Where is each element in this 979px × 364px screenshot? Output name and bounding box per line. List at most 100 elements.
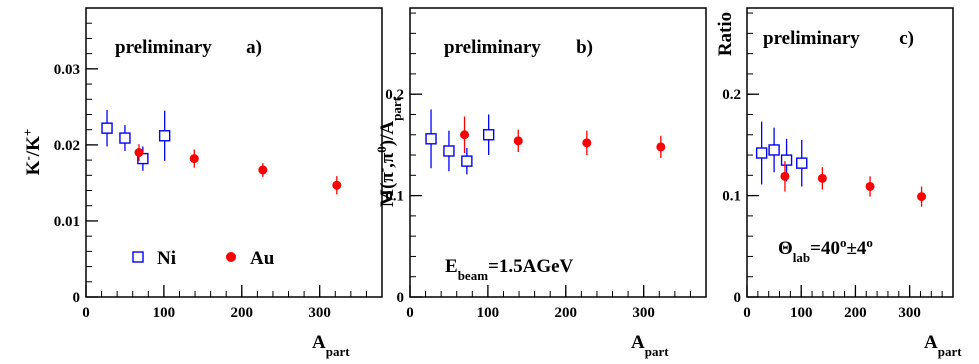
- condition-label-part: lab: [793, 250, 810, 265]
- x-tick-label: 200: [555, 305, 578, 321]
- data-point-au: [656, 142, 666, 152]
- y-tick-label: 0: [73, 290, 81, 306]
- y-tick-label: 0.2: [722, 87, 741, 103]
- x-tick-label: 300: [898, 305, 921, 321]
- y-axis-label-part: -: [374, 168, 389, 172]
- y-axis-label-part: M(: [377, 183, 398, 207]
- x-axis-label-part: part: [645, 344, 670, 359]
- condition-label-part: Θ: [778, 238, 793, 259]
- plot-frame: [409, 7, 707, 298]
- x-tick-label: 0: [82, 305, 90, 321]
- data-point-au: [917, 192, 927, 202]
- y-axis-label: Ratio: [715, 12, 736, 56]
- y-axis-label-part: Ratio: [715, 12, 736, 56]
- y-axis-label-part: +: [20, 129, 35, 136]
- plot-frame: [746, 7, 954, 298]
- condition-label-part: o: [866, 235, 873, 250]
- y-tick-label: 0.01: [54, 214, 80, 230]
- preliminary-label: preliminary: [444, 37, 541, 58]
- x-axis-label-part: part: [326, 344, 351, 359]
- condition-label-part: =1.5AGeV: [488, 256, 574, 277]
- y-axis-label: M(π-,π0)/Apart: [374, 96, 404, 207]
- y-axis-label-part: K: [23, 160, 44, 175]
- chart-panel-1: 0 0.01 0.02 0.03 0 100 200 300 Apart K-/K+ prelimi…: [20, 7, 383, 359]
- x-axis-label: Apart: [924, 332, 962, 359]
- data-point-ni: [461, 155, 473, 167]
- data-point-ni: [101, 122, 113, 134]
- preliminary-label: preliminary: [763, 28, 860, 49]
- panel-label: c): [899, 28, 914, 49]
- y-tick-label: 0.2: [385, 87, 404, 103]
- y-axis-label: K-/K+: [20, 129, 45, 176]
- x-tick-label: 0: [743, 305, 751, 321]
- data-point-ni: [443, 145, 455, 157]
- data-point-ni: [796, 157, 808, 169]
- data-point-au: [513, 136, 523, 146]
- panel-label: a): [246, 37, 262, 58]
- y-axis-label-part: ,: [377, 163, 398, 168]
- y-tick-label: 0: [734, 290, 742, 306]
- x-tick-label: 100: [153, 305, 176, 321]
- x-axis-label-part: A: [631, 332, 645, 353]
- data-point-ni: [780, 154, 793, 166]
- panel-label: b): [576, 37, 593, 58]
- y-axis-label-part: part: [389, 96, 404, 121]
- legend-label-ni: Ni: [157, 248, 176, 269]
- condition-label-part: ±4: [846, 238, 866, 259]
- plot-frame: [85, 7, 383, 298]
- legend-marker-ni: [132, 251, 144, 263]
- data-point-au: [780, 171, 790, 181]
- series-au: [460, 116, 666, 159]
- data-point-au: [817, 173, 827, 183]
- data-point-au: [134, 148, 144, 157]
- data-point-ni: [425, 133, 437, 145]
- data-point-ni: [482, 129, 495, 141]
- data-point-ni: [158, 130, 171, 142]
- y-tick-label: 0.1: [385, 189, 404, 205]
- y-axis-label-part: π: [377, 172, 398, 183]
- y-tick-label: 0: [397, 290, 405, 306]
- condition-label-part: =40: [810, 238, 840, 259]
- y-axis-label-part: 0: [374, 146, 389, 153]
- x-axis-label-part: part: [938, 344, 963, 359]
- series-ni: [425, 109, 495, 175]
- data-point-au: [258, 165, 268, 175]
- legend-label-au: Au: [250, 248, 275, 269]
- condition-label-part: E: [445, 256, 458, 277]
- data-point-ni: [755, 147, 768, 159]
- legend-marker-au: [226, 252, 236, 262]
- x-axis-label: Apart: [312, 332, 350, 359]
- y-tick-label: 0.1: [722, 189, 741, 205]
- x-tick-label: 200: [231, 305, 254, 321]
- data-point-ni: [768, 144, 780, 156]
- y-axis-label-part: -: [20, 156, 35, 160]
- x-axis-label-part: A: [312, 332, 326, 353]
- x-tick-label: 100: [790, 305, 813, 321]
- preliminary-label: preliminary: [115, 37, 212, 58]
- y-tick-label: 0.02: [54, 138, 80, 154]
- data-point-au: [460, 130, 470, 140]
- x-tick-label: 300: [632, 305, 655, 321]
- data-point-ni: [119, 132, 131, 144]
- x-tick-label: 200: [844, 305, 867, 321]
- data-point-au: [189, 154, 199, 164]
- condition-label: Θlab=40o±4o: [778, 235, 873, 265]
- data-point-au: [332, 180, 342, 190]
- condition-label: Ebeam=1.5AGeV: [445, 256, 574, 283]
- x-tick-label: 100: [477, 305, 500, 321]
- data-point-au: [582, 138, 592, 148]
- x-axis-label-part: A: [924, 332, 938, 353]
- y-axis-label-part: π: [377, 152, 398, 163]
- x-tick-label: 0: [406, 305, 414, 321]
- chart-panel-2: 00.10.20 100 200 300ApartM(π-,π0)/Apartprel…: [374, 7, 707, 359]
- y-axis-label-part: /K: [23, 136, 44, 157]
- y-tick-label: 0.03: [54, 62, 80, 78]
- condition-label-part: o: [840, 235, 847, 250]
- x-axis-label: Apart: [631, 332, 669, 359]
- condition-label-part: beam: [458, 268, 489, 283]
- x-tick-label: 300: [308, 305, 331, 321]
- data-point-au: [865, 181, 875, 191]
- series-ni: [101, 109, 171, 171]
